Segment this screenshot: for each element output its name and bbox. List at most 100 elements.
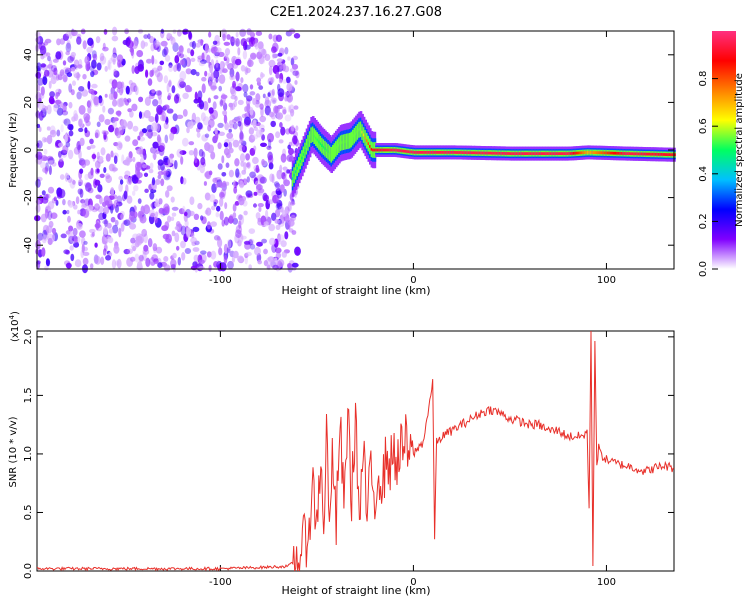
signal-cell bbox=[467, 151, 471, 155]
colorbar-tick-label: 0.4 bbox=[698, 166, 709, 182]
noise-cell bbox=[259, 128, 264, 136]
noise-cell bbox=[65, 31, 72, 37]
signal-cell bbox=[305, 145, 309, 149]
signal-cell bbox=[311, 132, 315, 136]
noise-cell bbox=[214, 62, 221, 72]
noise-cell bbox=[253, 203, 257, 208]
noise-cell bbox=[212, 177, 218, 184]
noise-cell bbox=[293, 105, 299, 110]
noise-cell bbox=[190, 265, 198, 271]
noise-cell bbox=[102, 130, 109, 136]
signal-cell bbox=[616, 151, 619, 155]
noise-cell bbox=[157, 174, 162, 180]
noise-cell bbox=[286, 82, 293, 92]
noise-cell bbox=[113, 70, 120, 78]
noise-cell bbox=[168, 62, 173, 68]
noise-cell bbox=[185, 68, 192, 75]
signal-cell bbox=[291, 177, 295, 180]
signal-cell bbox=[628, 152, 631, 155]
noise-cell bbox=[258, 206, 262, 212]
noise-cell bbox=[82, 251, 90, 256]
noise-cell bbox=[160, 40, 168, 47]
noise-cell bbox=[246, 176, 250, 183]
signal-cell bbox=[367, 142, 371, 145]
noise-cell bbox=[275, 131, 281, 139]
noise-cell bbox=[186, 231, 191, 238]
noise-cell bbox=[82, 257, 89, 265]
noise-cell bbox=[176, 62, 182, 72]
noise-cell bbox=[137, 210, 143, 219]
noise-cell bbox=[108, 61, 112, 71]
noise-cell bbox=[143, 34, 149, 39]
noise-cell bbox=[188, 210, 195, 217]
noise-cell bbox=[275, 72, 280, 79]
noise-cell bbox=[252, 98, 257, 105]
signal-cell bbox=[344, 140, 347, 144]
noise-cell bbox=[106, 222, 112, 229]
noise-cell bbox=[149, 191, 155, 200]
noise-cell bbox=[244, 44, 251, 50]
signal-cell bbox=[602, 151, 605, 155]
noise-cell bbox=[62, 60, 67, 66]
noise-cell bbox=[147, 238, 153, 248]
noise-cell bbox=[246, 193, 251, 199]
noise-cell bbox=[70, 51, 77, 58]
noise-cell bbox=[110, 204, 114, 214]
noise-cell bbox=[204, 70, 208, 77]
signal-cell bbox=[450, 151, 454, 154]
noise-cell bbox=[243, 210, 248, 216]
noise-cell bbox=[137, 198, 142, 204]
noise-cell bbox=[272, 53, 278, 59]
signal-cell bbox=[643, 152, 647, 156]
noise-cell bbox=[89, 228, 96, 234]
signal-cell bbox=[369, 145, 372, 148]
noise-cell bbox=[166, 108, 174, 114]
noise-cell bbox=[171, 206, 179, 211]
noise-cell bbox=[273, 181, 280, 187]
noise-cell bbox=[194, 91, 198, 101]
noise-cell bbox=[55, 199, 59, 206]
noise-cell bbox=[182, 28, 189, 35]
noise-cell bbox=[88, 88, 95, 94]
noise-cell bbox=[278, 235, 282, 245]
noise-cell bbox=[161, 111, 167, 122]
noise-cell bbox=[179, 150, 187, 156]
signal-cell bbox=[364, 136, 367, 140]
noise-cell bbox=[237, 47, 241, 56]
noise-cell bbox=[204, 192, 211, 201]
noise-cell bbox=[46, 104, 52, 115]
signal-cell bbox=[531, 152, 534, 155]
noise-cell bbox=[169, 35, 174, 41]
noise-cell bbox=[132, 245, 137, 252]
noise-cell bbox=[243, 240, 251, 245]
noise-cell bbox=[188, 31, 192, 40]
noise-cell bbox=[218, 131, 225, 136]
signal-cell bbox=[395, 148, 398, 152]
noise-cell bbox=[157, 90, 162, 100]
noise-cell bbox=[223, 114, 228, 124]
noise-cell bbox=[144, 188, 149, 193]
noise-cell bbox=[81, 160, 86, 169]
noise-cell bbox=[49, 91, 55, 98]
noise-cell bbox=[65, 141, 71, 148]
noise-cell bbox=[83, 113, 90, 121]
noise-cell bbox=[260, 142, 267, 147]
noise-cell bbox=[89, 138, 94, 145]
noise-cell bbox=[163, 264, 171, 272]
noise-cell bbox=[136, 50, 144, 58]
signal-cell bbox=[415, 151, 418, 154]
noise-cell bbox=[286, 96, 292, 102]
signal-cell bbox=[401, 149, 404, 153]
noise-cell bbox=[111, 79, 118, 89]
noise-cell bbox=[36, 84, 41, 92]
noise-cell bbox=[249, 171, 256, 179]
noise-cell bbox=[73, 113, 79, 122]
noise-cell bbox=[200, 59, 207, 64]
signal-cell bbox=[569, 152, 573, 155]
colorbar-tick-label: 0.2 bbox=[698, 213, 709, 229]
noise-cell bbox=[188, 150, 194, 156]
noise-cell bbox=[240, 65, 246, 72]
signal-cell bbox=[359, 127, 363, 131]
signal-cell bbox=[355, 132, 358, 136]
noise-cell bbox=[242, 83, 249, 93]
